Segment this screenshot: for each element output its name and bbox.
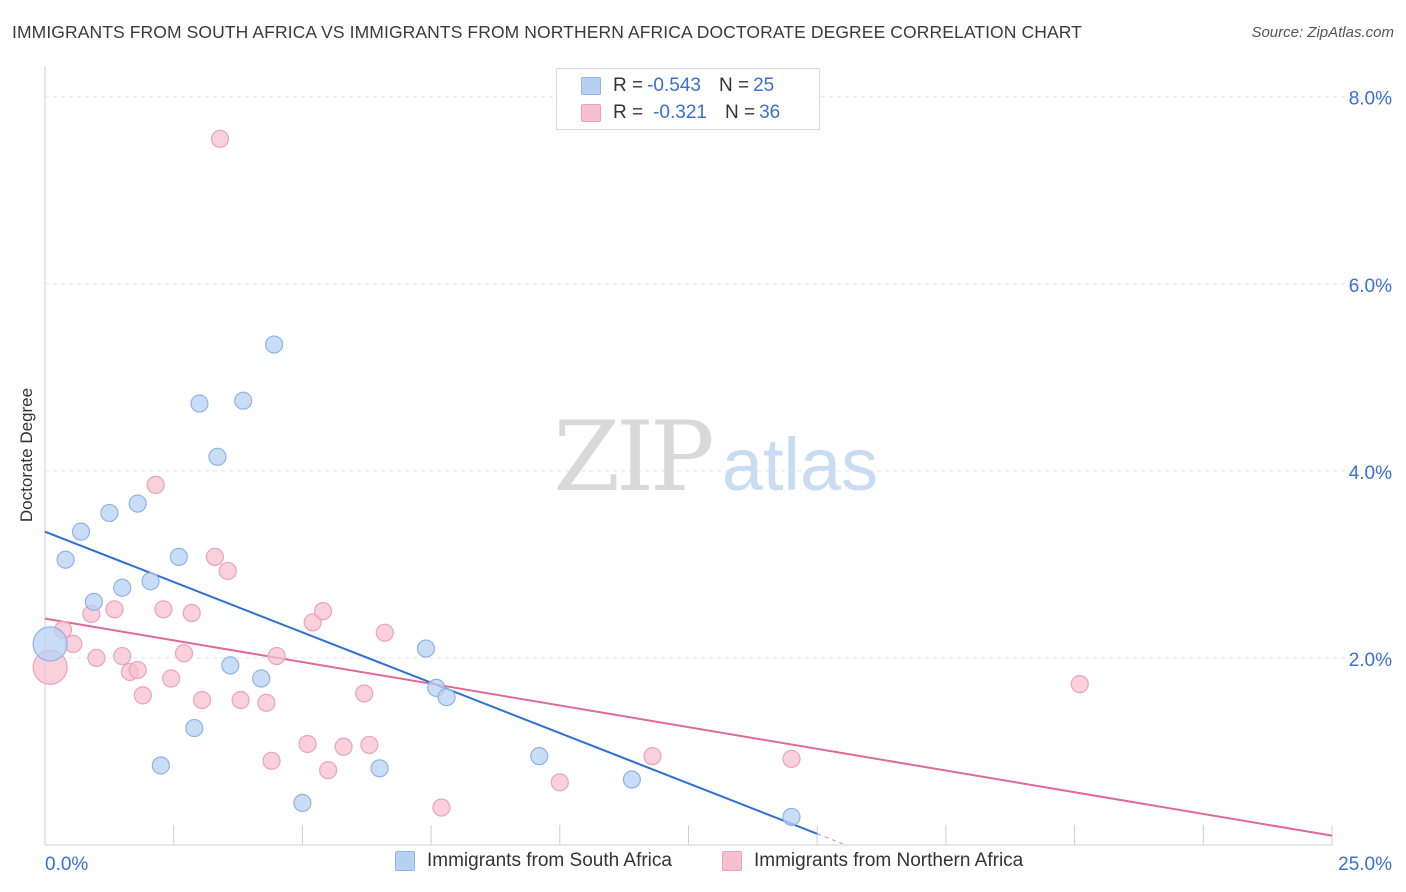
blue-data-point — [622, 770, 641, 789]
bottom-legend-northern-africa: Immigrants from Northern Africa — [722, 850, 1023, 872]
pink-data-point — [257, 693, 276, 712]
blue-data-point — [190, 394, 209, 413]
legend-n-label: N = — [724, 102, 756, 123]
blue-data-point — [141, 572, 160, 591]
legend-row-northern-africa: R = -0.321 N = 36 — [581, 100, 780, 126]
legend-swatch-blue — [581, 77, 601, 95]
blue-data-point — [416, 639, 436, 658]
bottom-legend-label: Immigrants from Northern Africa — [754, 850, 1024, 871]
source-credit: Source: ZipAtlas.com — [1251, 24, 1394, 41]
pink-data-point — [105, 600, 124, 619]
pink-data-point — [154, 600, 173, 619]
blue-data-point — [437, 688, 456, 707]
blue-data-point — [252, 669, 271, 688]
pink-data-point — [1070, 675, 1089, 694]
blue-data-point — [530, 747, 549, 766]
legend-n-value: 36 — [759, 102, 781, 123]
pink-data-point — [192, 690, 212, 710]
bottom-legend-label: Immigrants from South Africa — [427, 850, 672, 871]
blue-data-point — [208, 447, 227, 466]
chart-title: IMMIGRANTS FROM SOUTH AFRICA VS IMMIGRAN… — [12, 22, 1082, 42]
y-tick-label: 6.0% — [1349, 276, 1392, 297]
pink-data-point — [432, 798, 451, 817]
pink-data-point — [355, 684, 374, 703]
pink-data-point — [262, 751, 281, 770]
blue-trend-extension — [817, 833, 844, 845]
x-tick-label-min: 0.0% — [45, 854, 88, 875]
data-points — [32, 129, 1089, 827]
pink-data-point — [375, 623, 394, 642]
pink-data-point — [319, 761, 338, 780]
grid-lines — [45, 96, 1392, 659]
pink-data-point — [128, 660, 147, 680]
legend-row-south-africa: R = -0.543 N = 25 — [581, 73, 774, 99]
pink-data-point — [550, 773, 569, 792]
pink-data-point — [174, 644, 194, 663]
pink-data-point — [113, 646, 132, 666]
pink-data-point — [313, 602, 333, 621]
axes — [44, 66, 1333, 846]
pink-data-point — [218, 561, 237, 581]
pink-data-point — [133, 686, 152, 705]
pink-data-point — [267, 646, 286, 666]
pink-data-point — [182, 603, 201, 623]
trend-lines — [44, 530, 1333, 845]
pink-data-point — [162, 669, 181, 688]
blue-data-point — [264, 335, 284, 354]
blue-data-point — [169, 547, 188, 567]
pink-data-point — [87, 648, 106, 668]
legend-r-label: R = — [613, 102, 644, 123]
blue-data-point — [185, 718, 204, 738]
pink-data-point — [298, 734, 317, 754]
pink-data-point — [782, 749, 801, 769]
pink-data-point — [643, 747, 662, 766]
legend-n-value: 25 — [753, 75, 775, 96]
watermark: ZIP atlas — [553, 401, 878, 513]
pink-data-point — [210, 129, 230, 148]
legend-r-label: R = — [613, 75, 644, 96]
blue-data-point — [151, 756, 170, 775]
pink-data-point — [231, 690, 250, 710]
blue-data-point — [32, 626, 68, 662]
blue-data-point — [370, 759, 389, 778]
blue-data-point — [71, 522, 91, 541]
pink-data-point — [303, 613, 322, 632]
blue-data-point — [56, 550, 75, 569]
blue-data-point — [128, 494, 147, 513]
legend-n-label: N = — [718, 75, 750, 96]
bottom-legend-swatch-pink — [722, 851, 742, 871]
blue-data-point — [782, 807, 801, 827]
blue-data-point — [293, 793, 312, 813]
blue-data-point — [221, 656, 240, 675]
tick-labels: 2.0% 4.0% 6.0% 8.0% 0.0% 25.0% — [45, 89, 1392, 875]
watermark-atlas: atlas — [722, 423, 878, 506]
x-tick-label-max: 25.0% — [1338, 854, 1392, 875]
blue-data-point — [234, 391, 253, 410]
legend-swatch-pink — [581, 104, 601, 122]
blue-data-point — [100, 503, 119, 523]
pink-data-point — [360, 735, 379, 755]
y-tick-label: 2.0% — [1349, 650, 1392, 671]
watermark-zip: ZIP — [553, 401, 712, 513]
blue-data-point — [84, 592, 104, 611]
pink-data-point — [146, 475, 165, 494]
blue-data-point — [113, 578, 132, 597]
bottom-legend-swatch-blue — [395, 851, 415, 871]
y-tick-label: 8.0% — [1349, 89, 1392, 110]
y-tick-label: 4.0% — [1349, 463, 1392, 484]
pink-trend-line — [44, 617, 1333, 837]
legend-r-value: -0.321 — [653, 102, 707, 123]
legend-r-value: -0.543 — [647, 75, 701, 96]
bottom-legend-south-africa: Immigrants from South Africa — [395, 850, 672, 872]
pink-data-point — [334, 737, 353, 756]
correlation-legend: R = -0.543 N = 25 R = -0.321 N = 36 — [556, 68, 820, 130]
pink-data-point — [205, 547, 224, 567]
